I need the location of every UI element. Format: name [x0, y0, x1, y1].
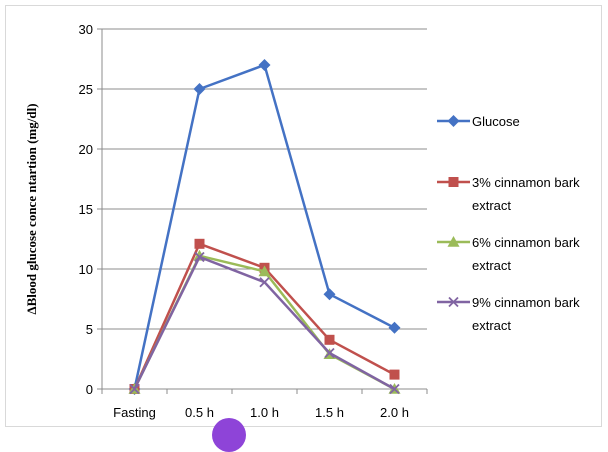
data-point: [448, 296, 459, 308]
y-tick-label: 30: [79, 22, 93, 37]
legend-item: Glucose: [437, 114, 520, 129]
y-tick-label: 10: [79, 262, 93, 277]
data-point: [447, 115, 460, 127]
legend-label: extract: [472, 258, 511, 273]
x-tick-label: Fasting: [113, 405, 156, 420]
x-tick-label: 1.0 h: [250, 405, 279, 420]
data-point: [389, 369, 400, 380]
purple-circle-decoration: [212, 418, 246, 452]
series-line: [133, 63, 396, 390]
legend-label: 3% cinnamon bark: [472, 175, 580, 190]
y-tick-labels: 0 5 10 15 20 25 30: [79, 22, 93, 397]
legend-label: extract: [472, 318, 511, 333]
data-point: [194, 238, 205, 249]
y-tick-label: 5: [86, 322, 93, 337]
data-point: [323, 288, 336, 301]
data-point: [258, 265, 271, 277]
series-1: [128, 59, 401, 395]
y-tick-label: 0: [86, 382, 93, 397]
x-tick-label: 1.5 h: [315, 405, 344, 420]
legend-item: 3% cinnamon bark extract: [437, 175, 580, 213]
series-3: [128, 249, 401, 394]
y-axis-title: ΔBlood glucose conce ntartion (mg/dl): [24, 103, 39, 314]
y-tick-label: 20: [79, 142, 93, 157]
legend-item: 6% cinnamon bark extract: [437, 235, 580, 273]
data-point: [448, 177, 459, 187]
data-point: [389, 383, 400, 395]
x-tick-label: 0.5 h: [185, 405, 214, 420]
legend-label: 6% cinnamon bark: [472, 235, 580, 250]
legend-label: 9% cinnamon bark: [472, 295, 580, 310]
legend-label: extract: [472, 198, 511, 213]
data-point: [194, 251, 205, 263]
axes: [97, 28, 428, 394]
y-tick-label: 15: [79, 202, 93, 217]
legend-label: Glucose: [472, 114, 520, 129]
data-point: [447, 236, 460, 247]
data-point: [258, 59, 271, 71]
y-tick-label: 25: [79, 82, 93, 97]
gridlines: [102, 28, 427, 330]
x-tick-labels: Fasting 0.5 h 1.0 h 1.5 h 2.0 h: [113, 405, 409, 420]
series-4: [129, 251, 400, 395]
line-chart: 0 5 10 15 20 25 30 Fasting 0.5 h 1.0 h 1.5 h 2.0 h…: [24, 22, 580, 420]
x-tick-label: 2.0 h: [380, 405, 409, 420]
data-point: [324, 347, 335, 359]
chart-frame: [5, 5, 602, 427]
legend-item: 9% cinnamon bark extract: [437, 295, 580, 333]
series-group: [128, 59, 401, 395]
data-point: [324, 334, 335, 345]
data-point: [259, 277, 270, 288]
data-point: [388, 321, 401, 334]
data-point: [129, 383, 140, 395]
data-point: [193, 83, 206, 95]
